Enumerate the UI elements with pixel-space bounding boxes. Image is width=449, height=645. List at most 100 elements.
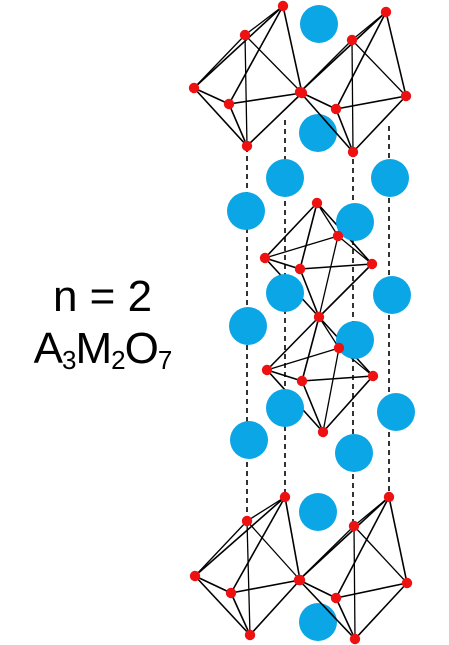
- oxygen-atom: [349, 633, 361, 645]
- oxygen-atom: [367, 370, 379, 382]
- oxygen-atom: [330, 103, 342, 115]
- formula-subscript-a: 3: [62, 345, 77, 375]
- front-spheres: [227, 159, 415, 472]
- octahedron-bond: [335, 95, 407, 110]
- oxygen-atom: [380, 6, 392, 18]
- octahedron-bond: [335, 582, 408, 599]
- octahedra-bonds: [193, 5, 408, 640]
- formula-subscript-m: 2: [111, 345, 126, 375]
- octahedron-bond: [318, 316, 340, 349]
- a-site-cation: [300, 5, 338, 43]
- formula-element-a: A: [33, 324, 63, 373]
- octahedron-bond: [301, 375, 374, 382]
- octahedron-bond: [230, 496, 286, 594]
- octahedron-bond: [230, 579, 301, 594]
- octahedron-bond: [298, 579, 337, 599]
- octahedron-bond: [228, 103, 248, 147]
- octahedron-bond: [266, 316, 320, 371]
- octahedron-bond: [266, 347, 340, 371]
- octahedron-bond: [335, 108, 354, 153]
- octahedron-bond: [388, 496, 408, 584]
- a-site-cation: [227, 192, 265, 230]
- octahedron-bond: [352, 95, 407, 153]
- oxygen-atom: [294, 86, 306, 98]
- a-site-cation: [229, 307, 267, 345]
- octahedron-bond: [193, 87, 248, 147]
- oxygen-atom: [366, 258, 378, 270]
- n-value-label: n = 2: [52, 272, 153, 321]
- oxygen-atom: [223, 98, 235, 110]
- oxygen-atom: [241, 515, 253, 527]
- a-site-cation: [299, 114, 337, 152]
- oxygen-atom: [333, 342, 345, 354]
- octahedron-bond: [316, 202, 339, 237]
- oxygen-atom: [225, 587, 237, 599]
- a-site-cation: [266, 159, 304, 197]
- a-site-cation: [373, 276, 411, 314]
- octahedron-bond: [244, 34, 303, 94]
- oxygen-atom: [293, 574, 305, 586]
- octahedron-bond: [194, 575, 251, 636]
- octahedron-bond: [246, 92, 303, 147]
- octahedron-bond: [194, 520, 248, 577]
- oxygen-atom: [296, 375, 308, 387]
- octahedron-bond: [266, 369, 303, 382]
- octahedron-bond: [299, 263, 373, 270]
- octahedron-bond: [322, 375, 374, 433]
- octahedron-bond: [230, 592, 251, 636]
- oxygen-atom: [313, 311, 325, 323]
- oxygen-atom: [279, 491, 291, 503]
- a-site-cation: [377, 393, 415, 431]
- octahedron-bond: [322, 347, 340, 433]
- octahedron-bond: [299, 11, 387, 93]
- chemical-formula: A3M2O7: [0, 322, 205, 387]
- octahedron-bond: [385, 11, 407, 97]
- octahedron-bond: [284, 496, 301, 581]
- octahedron-bond: [299, 202, 318, 270]
- a-site-cation: [266, 389, 304, 427]
- octahedron-bond: [354, 582, 408, 640]
- octahedron-bond: [246, 520, 301, 581]
- octahedron-bond: [337, 235, 373, 265]
- oxygen-atom: [400, 90, 412, 102]
- a-site-cation: [336, 321, 374, 359]
- a-site-cation: [336, 203, 374, 241]
- oxygen-atom: [347, 146, 359, 158]
- structure-label: n = 2 A3M2O7: [0, 272, 205, 387]
- octahedron-bond: [298, 579, 356, 640]
- back-spheres: [299, 5, 338, 641]
- octahedron-bond: [301, 316, 320, 382]
- octahedron-bond: [351, 39, 354, 153]
- octahedron-bond: [282, 5, 303, 94]
- oxygen-atom: [330, 592, 342, 604]
- oxygen-atom: [332, 230, 344, 242]
- octahedron-bond: [299, 91, 354, 153]
- octahedron-bond: [335, 496, 390, 599]
- oxygen-atom: [239, 29, 251, 41]
- octahedron-bond: [246, 520, 251, 636]
- formula-subscript-o: 7: [157, 345, 173, 375]
- oxygen-atom: [401, 577, 413, 589]
- oxygen-atom: [188, 82, 200, 94]
- octahedron-bond: [353, 525, 356, 640]
- a-site-cation: [266, 274, 304, 312]
- octahedron-bond: [301, 380, 324, 433]
- octahedron-bond: [228, 5, 284, 105]
- a-site-cation: [230, 421, 268, 459]
- oxygen-atom: [244, 629, 256, 641]
- octahedron-bond: [335, 597, 356, 640]
- oxygen-atom: [346, 34, 358, 46]
- octahedron-bond: [353, 525, 408, 584]
- octahedron-bond: [264, 202, 318, 259]
- octahedron-bond: [264, 257, 301, 270]
- oxygen-atom: [259, 252, 271, 264]
- oxygen-atom: [348, 520, 360, 532]
- oxygen-atoms: [188, 0, 413, 645]
- a-site-cation: [371, 159, 409, 197]
- a-site-cation: [335, 434, 373, 472]
- formula-element-m: M: [75, 324, 113, 373]
- octahedron-bond: [193, 87, 230, 105]
- oxygen-atom: [241, 140, 253, 152]
- oxygen-atom: [317, 426, 329, 438]
